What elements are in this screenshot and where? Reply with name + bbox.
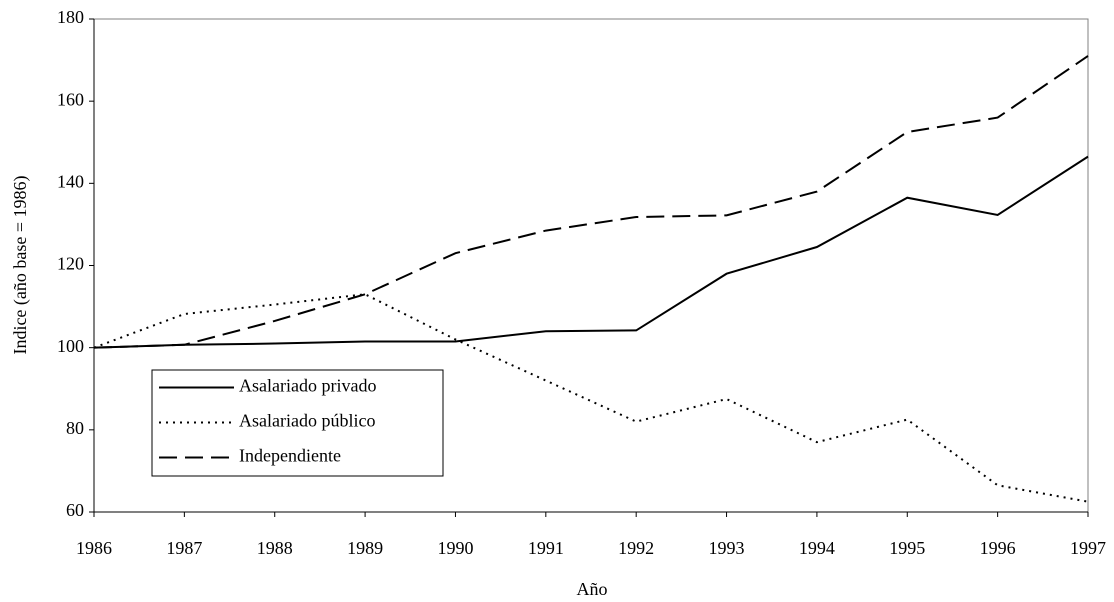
- x-tick-label: 1988: [257, 538, 293, 558]
- x-tick-label: 1992: [618, 538, 654, 558]
- y-tick-label: 80: [66, 418, 84, 438]
- y-tick-label: 60: [66, 500, 84, 520]
- x-tick-label: 1994: [799, 538, 835, 558]
- x-tick-label: 1996: [980, 538, 1016, 558]
- series-line: [93, 293, 1089, 503]
- y-tick-label: 100: [57, 336, 84, 356]
- series-line: [93, 55, 1089, 349]
- x-tick-label: 1991: [528, 538, 564, 558]
- x-tick-label: 1993: [709, 538, 745, 558]
- legend-label: Asalariado público: [239, 411, 375, 431]
- y-tick-label: 180: [57, 7, 84, 27]
- y-tick-label: 140: [57, 171, 84, 191]
- x-tick-label: 1990: [437, 538, 473, 558]
- y-axis-title: Indice (año base = 1986): [10, 175, 31, 354]
- x-tick-label: 1989: [347, 538, 383, 558]
- series-line: [93, 155, 1089, 349]
- x-tick-label: 1995: [889, 538, 925, 558]
- y-tick-label: 160: [57, 89, 84, 109]
- x-axis-title: Año: [577, 579, 608, 599]
- x-tick-label: 1997: [1070, 538, 1106, 558]
- x-tick-label: 1987: [166, 538, 202, 558]
- legend-label: Independiente: [239, 446, 341, 466]
- legend-label: Asalariado privado: [239, 376, 376, 396]
- y-tick-label: 120: [57, 254, 84, 274]
- x-tick-label: 1986: [76, 538, 112, 558]
